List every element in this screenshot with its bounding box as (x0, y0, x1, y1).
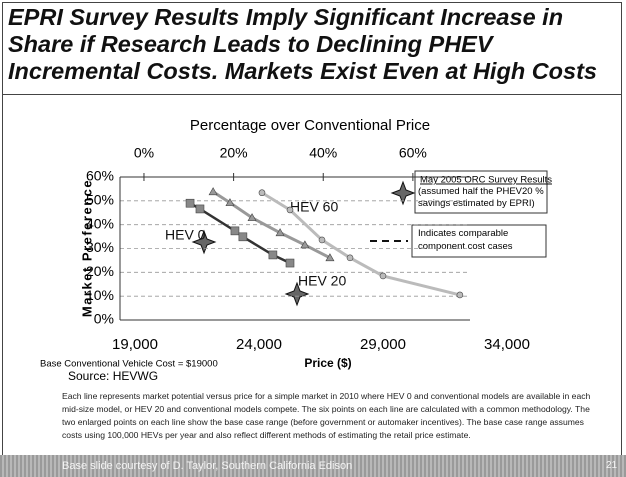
marker (285, 258, 295, 268)
marker (230, 226, 240, 236)
series-label: HEV 60 (290, 199, 338, 215)
star (284, 281, 310, 307)
marker (258, 189, 266, 197)
y-tick-label: 0% (94, 311, 114, 327)
marker (185, 198, 195, 208)
marker (225, 198, 235, 207)
annotation-box (411, 224, 547, 258)
series-line (212, 190, 331, 260)
series-label: HEV 20 (298, 273, 346, 289)
annotation-wrap: Indicates comparable component cost case… (418, 228, 513, 252)
marker (379, 272, 387, 280)
x2-tick-label: 60% (399, 145, 427, 161)
marker (238, 232, 248, 242)
annotation: May 2005 ORC Survey Results (420, 175, 552, 186)
marker (346, 254, 354, 262)
x-tick-label: 19,000 (112, 336, 158, 353)
series-line (261, 191, 461, 297)
marker (208, 187, 218, 196)
page-number: 21 (606, 460, 618, 471)
annotation: Indicates comparable component cost case… (418, 228, 513, 252)
marker (300, 240, 310, 249)
marker (268, 250, 278, 260)
y-tick-label: 20% (86, 263, 114, 279)
slide-title: EPRI Survey Results Imply Significant In… (8, 4, 597, 84)
marker (195, 204, 205, 214)
marker (325, 253, 335, 262)
x-tick-label: 34,000 (484, 336, 530, 353)
annotation-box (414, 170, 548, 214)
y-tick-label: 50% (86, 192, 114, 208)
y-axis-label: Market Preference (79, 179, 94, 317)
marker (456, 291, 464, 299)
y-tick-label: 30% (86, 239, 114, 255)
y-tick-label: 40% (86, 215, 114, 231)
marker (247, 213, 257, 222)
annotation-wrap: (assumed half the PHEV20 % savings estim… (418, 186, 544, 209)
marker (286, 206, 294, 214)
x-axis-label: Price ($) (304, 356, 351, 370)
y-tick-label: 60% (86, 168, 114, 184)
footer-text: Base slide courtesy of D. Taylor, Southe… (62, 460, 353, 472)
x2-tick-label: 40% (309, 145, 337, 161)
x-tick-label: 29,000 (360, 336, 406, 353)
annotation: (assumed half the PHEV20 % savings estim… (418, 186, 544, 209)
y-tick-label: 10% (86, 287, 114, 303)
star (191, 229, 217, 255)
chart-title: Percentage over Conventional Price (190, 117, 430, 134)
title-rule (2, 94, 622, 95)
annotation: Base Conventional Vehicle Cost = $19000 (40, 359, 218, 370)
x-tick-label: 24,000 (236, 336, 282, 353)
x2-tick-label: 0% (134, 145, 154, 161)
star (390, 180, 416, 206)
x2-tick-label: 20% (220, 145, 248, 161)
marker (275, 228, 285, 237)
marker (318, 236, 326, 244)
series-label: HEV 0 (165, 227, 206, 243)
footer-bar (0, 455, 626, 477)
caption: Each line represents market potential ve… (62, 391, 591, 440)
annotation: Source: HEVWG (68, 369, 158, 383)
